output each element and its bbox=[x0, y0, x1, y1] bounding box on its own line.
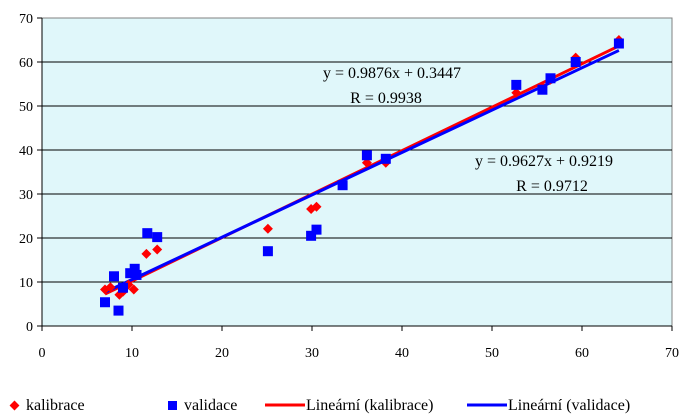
point-validace bbox=[311, 224, 322, 235]
point-kalibrace bbox=[105, 282, 116, 293]
point-validace bbox=[142, 228, 153, 239]
legend-item-trend-kalibrace: Lineární (kalibrace) bbox=[265, 397, 433, 414]
y-tick-label: 20 bbox=[19, 232, 33, 247]
y-tick-label: 30 bbox=[19, 188, 33, 203]
point-validace bbox=[131, 269, 142, 280]
legend-label-trend-kalibrace: Lineární (kalibrace) bbox=[306, 397, 433, 414]
trendline-r-validace: R = 0.9712 bbox=[516, 178, 588, 195]
legend-label-validace: validace bbox=[184, 397, 237, 414]
x-tick-label: 30 bbox=[305, 346, 319, 361]
point-validace bbox=[306, 230, 317, 241]
legend-label-kalibrace: kalibrace bbox=[26, 397, 85, 414]
legend-item-trend-validace: Lineární (validace) bbox=[467, 397, 630, 414]
point-kalibrace bbox=[128, 284, 139, 295]
y-tick-label: 10 bbox=[19, 276, 33, 291]
point-validace bbox=[113, 305, 124, 316]
y-tick-label: 40 bbox=[19, 144, 33, 159]
x-tick-label: 60 bbox=[575, 346, 589, 361]
x-tick-label: 10 bbox=[125, 346, 139, 361]
point-kalibrace bbox=[311, 201, 322, 212]
point-validace bbox=[511, 79, 522, 90]
axes: 0 10 20 30 40 50 60 70 0 10 20 30 40 50 60 70 bbox=[19, 12, 679, 361]
point-kalibrace bbox=[152, 244, 163, 255]
trendline-equation-kalibrace: y = 0.9876x + 0.3447 bbox=[323, 65, 461, 82]
point-validace bbox=[152, 232, 163, 243]
y-tick-label: 0 bbox=[26, 320, 33, 335]
legend: kalibrace validace Lineární (kalibrace) … bbox=[9, 397, 630, 414]
trendlines bbox=[104, 44, 620, 296]
trendline-validace bbox=[104, 49, 620, 294]
point-validace bbox=[537, 84, 548, 95]
x-tick-label: 70 bbox=[665, 346, 679, 361]
point-kalibrace bbox=[511, 87, 522, 98]
point-validace bbox=[380, 153, 391, 164]
trendline-equation-validace: y = 0.9627x + 0.9219 bbox=[475, 153, 613, 170]
point-validace bbox=[570, 57, 581, 67]
x-tick-label: 40 bbox=[395, 346, 409, 361]
legend-marker-kalibrace bbox=[9, 400, 20, 411]
point-validace bbox=[129, 263, 140, 274]
legend-item-kalibrace: kalibrace bbox=[9, 397, 85, 414]
point-kalibrace bbox=[141, 248, 152, 259]
point-validace bbox=[262, 246, 273, 257]
x-tick-label: 0 bbox=[39, 346, 46, 361]
x-tick-label: 50 bbox=[485, 346, 499, 361]
legend-item-validace: validace bbox=[168, 397, 237, 414]
point-validace bbox=[118, 282, 128, 293]
legend-label-trend-validace: Lineární (validace) bbox=[508, 397, 630, 414]
point-validace bbox=[337, 180, 348, 191]
y-tick-label: 70 bbox=[19, 12, 33, 27]
trendline-r-kalibrace: R = 0.9938 bbox=[350, 90, 422, 107]
point-validace bbox=[361, 150, 372, 161]
x-tick-label: 20 bbox=[215, 346, 229, 361]
legend-marker-validace bbox=[168, 401, 177, 410]
y-tick-label: 60 bbox=[19, 56, 33, 71]
point-validace bbox=[545, 73, 556, 84]
data-points bbox=[100, 35, 624, 316]
point-validace bbox=[109, 271, 119, 282]
point-kalibrace bbox=[262, 223, 273, 234]
y-tick-label: 50 bbox=[19, 100, 33, 115]
point-validace bbox=[100, 297, 110, 308]
point-validace bbox=[613, 38, 624, 49]
